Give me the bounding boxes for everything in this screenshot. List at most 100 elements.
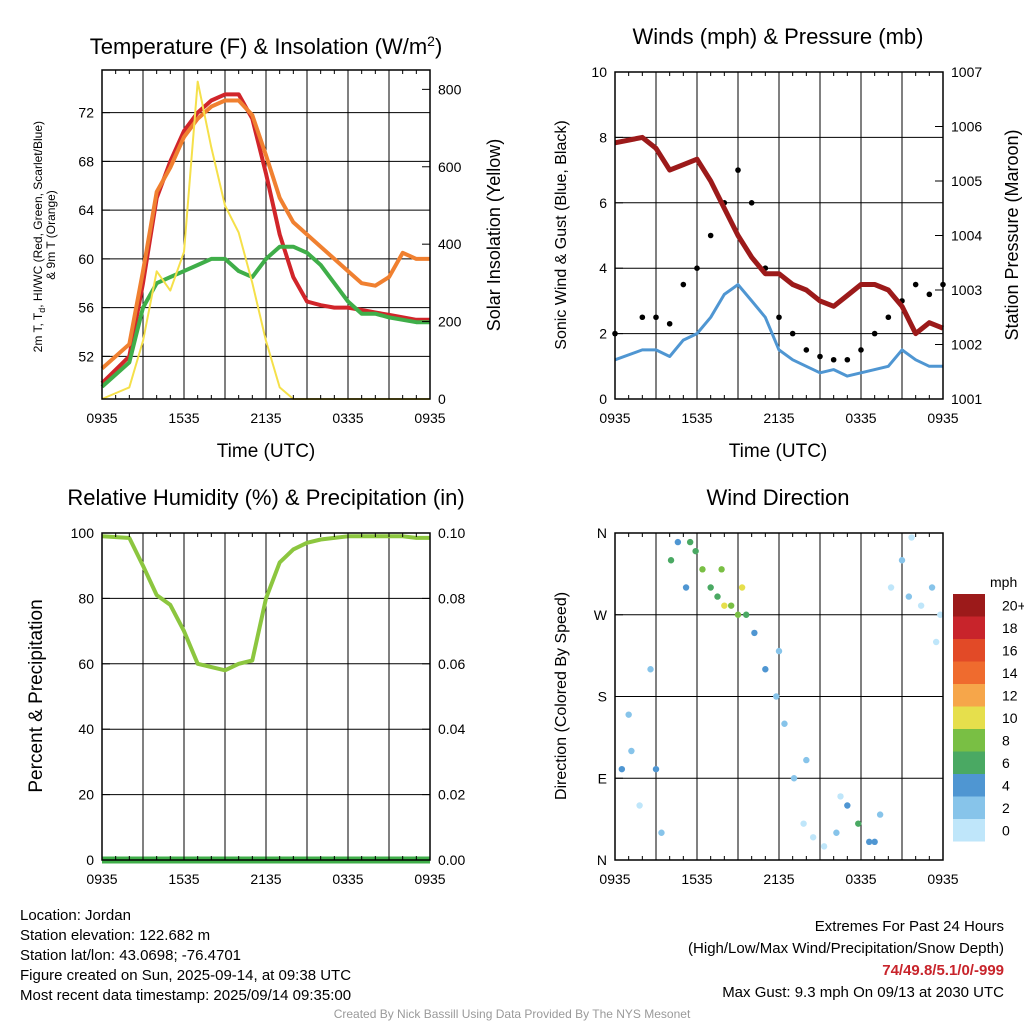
colorbar-segment (953, 796, 985, 819)
direction-point (917, 602, 925, 609)
humidity-title: Relative Humidity (%) & Precipitation (i… (67, 485, 464, 510)
direction-point (674, 538, 682, 546)
direction-point (932, 638, 940, 646)
gust-point (912, 281, 919, 288)
temperature-ylabel-right: Solar Insolation (Yellow) (484, 139, 504, 331)
x-tick-label: 2135 (250, 410, 281, 426)
station-latlon: Station lat/lon: 43.0698; -76.4701 (20, 947, 242, 964)
x-tick-label: 1535 (681, 410, 712, 426)
x-tick-label: 2135 (763, 871, 794, 887)
y-tick-label: 52 (78, 348, 94, 364)
y-tick-label: 40 (78, 721, 94, 737)
gust-point (926, 291, 933, 298)
direction-point (743, 611, 750, 618)
colorbar-label: 4 (1002, 777, 1010, 793)
y2-tick-label: 800 (438, 81, 462, 97)
series-line (100, 244, 430, 389)
gust-point (748, 200, 755, 206)
station-elevation: Station elevation: 122.682 m (20, 927, 211, 944)
extremes-info: Extremes For Past 24 Hours (High/Low/Max… (688, 916, 1004, 1004)
y2-tick-label: 1003 (951, 282, 982, 298)
direction-point (871, 838, 878, 846)
winds-ylabel: Sonic Wind & Gust (Blue, Black) (553, 120, 570, 349)
y-tick-label: N (597, 525, 607, 541)
direction-point (866, 838, 873, 846)
colorbar-label: 0 (1002, 822, 1010, 838)
y-tick-label: 0 (86, 852, 94, 868)
x-tick-label: 0935 (86, 871, 117, 887)
direction-point (721, 602, 728, 609)
y2-tick-label: 0.10 (438, 525, 465, 541)
winds-panel: Winds (mph) & Pressure (mb) 0935 1535 2135… (553, 24, 1022, 462)
gust-point (666, 320, 673, 327)
y-tick-label: W (594, 607, 608, 623)
direction-point (699, 566, 706, 573)
station-location: Location: Jordan (20, 907, 131, 924)
recent-data-timestamp: Most recent data timestamp: 2025/09/14 0… (20, 987, 352, 1004)
y-tick-label: E (598, 770, 607, 786)
direction-point (636, 802, 643, 809)
y-tick-label: 64 (78, 202, 94, 218)
x-tick-label: 2135 (250, 871, 281, 887)
colorbar-label: 8 (1002, 732, 1010, 748)
winds-ylabel-right: Station Pressure (Maroon) (1002, 129, 1022, 340)
x-tick-label: 0935 (599, 410, 630, 426)
gust-point (871, 330, 878, 337)
y-tick-label: 60 (78, 656, 94, 672)
gust-point (707, 232, 714, 239)
temperature-panel: Temperature (F) & Insolation (W/m2) 0935… (31, 33, 504, 462)
direction-point (803, 756, 810, 764)
gust-point (803, 347, 810, 353)
y-tick-label: 10 (591, 64, 607, 80)
direction-point (800, 820, 807, 827)
y2-tick-label: 0.06 (438, 656, 465, 672)
direction-point (762, 666, 769, 673)
direction-point (928, 584, 936, 591)
x-tick-label: 0935 (414, 410, 445, 426)
colorbar-label: 20+ (1002, 597, 1024, 613)
y2-tick-label: 600 (438, 159, 462, 175)
direction-point (908, 534, 915, 541)
x-tick-label: 0335 (332, 410, 363, 426)
y-tick-label: 80 (78, 590, 94, 606)
y2-tick-label: 0 (438, 391, 446, 407)
gust-point (830, 356, 837, 363)
y2-tick-label: 0.04 (438, 721, 465, 737)
y2-tick-label: 400 (438, 236, 462, 252)
direction-point (775, 647, 783, 655)
y2-tick-label: 1002 (951, 337, 982, 353)
colorbar-label: 18 (1002, 620, 1018, 636)
direction-point (773, 693, 780, 700)
series-line (614, 134, 944, 337)
wind-speed-colorbar: mph 0 2 4 6 8 10 12 14 16 18 20+ (953, 574, 1024, 842)
colorbar-segment (953, 774, 985, 797)
colorbar-segment (953, 819, 985, 842)
wind-direction-ylabel: Direction (Colored By Speed) (553, 592, 570, 800)
direction-point (844, 802, 851, 809)
direction-point (734, 611, 742, 618)
gust-point (858, 347, 864, 353)
x-tick-label: 0935 (86, 410, 117, 426)
series-line (614, 283, 943, 378)
direction-point (790, 775, 798, 782)
y-tick-label: S (598, 689, 607, 705)
winds-xlabel: Time (UTC) (729, 441, 828, 462)
y-tick-label: 0 (599, 391, 607, 407)
y2-tick-label: 0.08 (438, 590, 465, 606)
y2-tick-label: 1006 (951, 119, 982, 135)
y2-tick-label: 1007 (951, 64, 982, 80)
direction-point (618, 765, 626, 773)
colorbar-label: 12 (1002, 687, 1018, 703)
y-tick-label: 60 (78, 251, 94, 267)
direction-point (682, 584, 690, 591)
direction-point (937, 611, 944, 618)
colorbar-label: 16 (1002, 642, 1018, 658)
colorbar-title: mph (990, 574, 1017, 590)
y-tick-label: 8 (599, 129, 607, 145)
credit-line: Created By Nick Bassill Using Data Provi… (333, 1007, 691, 1021)
extremes-values: 74/49.8/5.1/0/-999 (882, 962, 1004, 979)
direction-point (658, 829, 665, 836)
colorbar-segment (953, 594, 985, 617)
colorbar-segment (953, 616, 985, 639)
